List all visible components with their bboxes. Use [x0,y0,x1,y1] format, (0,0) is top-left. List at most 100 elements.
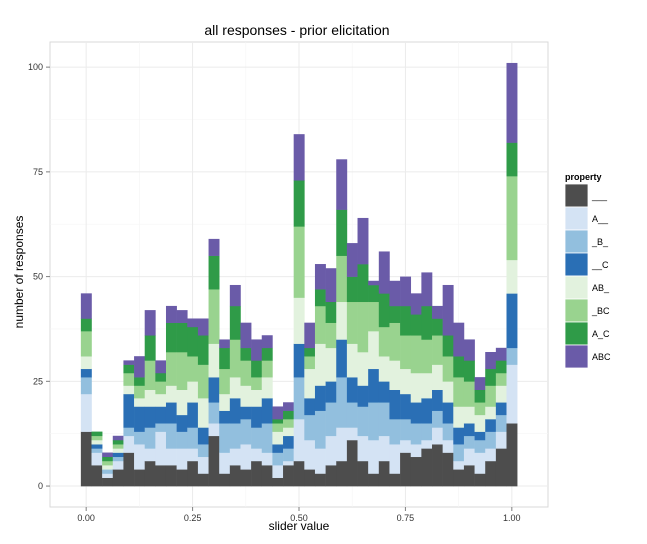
bar-segment [165,385,177,403]
bar-segment [474,452,486,474]
x-tick-label: 0.00 [77,513,95,523]
bar-segment [474,389,486,403]
bar-segment [506,423,518,487]
bar-segment [432,389,443,411]
bar-segment [506,347,518,365]
bar-segment [453,406,465,428]
bar-segment [368,439,380,474]
bar-segment [102,465,114,470]
bar-segment [357,406,369,437]
bar-segment [389,322,401,361]
bar-segment [421,448,433,487]
bar-segment [240,469,252,487]
bar-segment [208,238,220,256]
bar-segment [432,444,443,487]
bar-segment [229,465,241,487]
bar-segment [432,305,443,319]
bar-segment [432,427,443,445]
bar-segment [485,431,497,449]
y-tick-label: 75 [33,167,43,177]
bar-segment [112,452,124,458]
bar-segment [112,444,124,449]
bar-segment [304,414,316,441]
bar-segment [123,360,135,365]
bar-segment [495,372,507,386]
bar-segment [272,419,284,424]
bar-segment [176,310,188,323]
bar-segment [251,389,263,407]
bar-segment [453,469,465,487]
bar-segment [325,322,337,349]
y-tick-label: 100 [28,62,43,72]
bar-segment [91,452,103,466]
bar-segment [261,423,273,453]
bar-segment [261,377,273,399]
bar-segment [421,372,433,399]
legend-key [564,252,589,277]
legend-label: _B_ [591,237,609,247]
bar-segment [325,435,337,466]
bar-segment [410,335,422,374]
legend-label: A__ [592,214,609,224]
bar-segment [495,402,507,416]
bar-segment [474,473,486,487]
bar-segment [442,335,454,357]
bar-segment [112,448,124,453]
bar-segment [155,423,167,432]
bar-segment [474,402,486,416]
bars [80,62,518,487]
bar-segment [357,217,369,265]
bar-segment [229,305,241,340]
bar-segment [91,465,103,487]
bar-segment [102,456,114,462]
bar-segment [400,419,412,441]
bar-segment [219,339,231,349]
bar-segment [389,473,401,487]
bar-segment [336,460,348,487]
bar-segment [314,343,326,386]
bar-segment [357,352,369,386]
bar-segment [325,465,337,487]
bar-segment [453,460,465,470]
bar-segment [304,439,316,470]
bar-segment [442,423,454,441]
bar-segment [219,347,231,370]
bar-segment [123,372,135,386]
bar-segment [421,439,433,449]
bar-segment [240,444,252,470]
bar-segment [176,322,188,353]
bar-segment [442,356,454,382]
bar-segment [463,339,475,361]
bar-segment [208,377,220,403]
bar-segment [219,410,231,424]
bar-segment [123,452,135,487]
bar-segment [240,406,252,420]
x-tick-label: 0.50 [290,513,308,523]
bar-segment [197,364,209,399]
bar-segment [165,465,177,487]
bar-segment [219,473,231,487]
bar-segment [442,402,454,424]
bar-segment [293,460,305,487]
bar-segment [463,465,475,487]
bar-segment [123,385,135,395]
bar-segment [336,339,348,378]
bar-segment [261,398,273,424]
bar-segment [410,444,422,458]
bar-segment [346,439,358,487]
bar-segment [272,444,284,453]
bar-segment [442,439,454,453]
bar-segment [442,381,454,403]
bar-segment [304,368,316,399]
bar-segment [378,251,390,294]
bar-segment [251,427,263,449]
bar-segment [251,377,263,391]
bar-segment [240,419,252,445]
bar-segment [325,301,337,323]
bar-segment [453,444,465,462]
bar-segment [112,439,124,445]
bar-segment [463,448,475,466]
bar-segment [368,301,380,332]
legend-label: A_C [592,329,610,339]
bar-segment [176,414,188,432]
